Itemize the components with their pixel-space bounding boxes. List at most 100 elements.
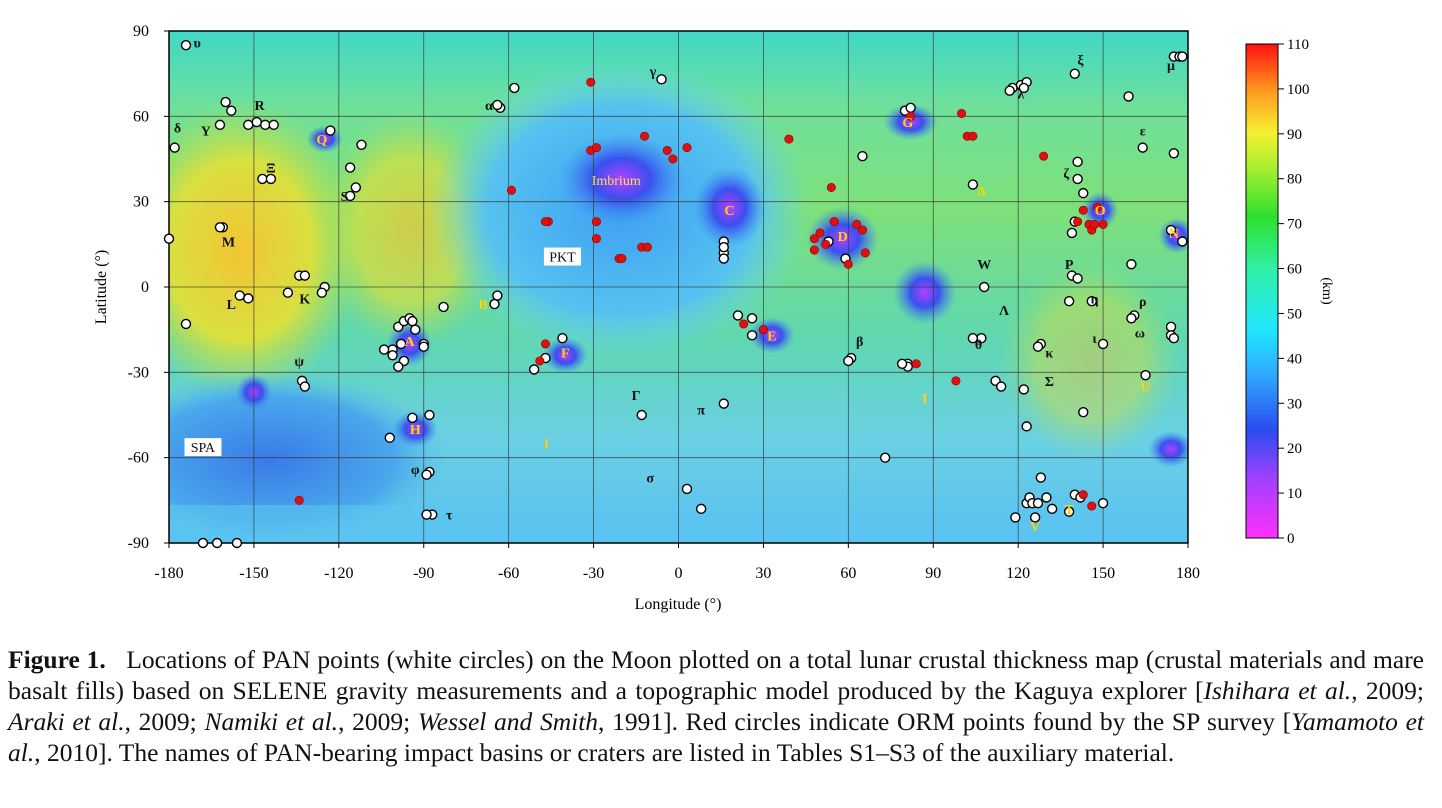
pan-point: [265, 173, 277, 185]
pan-point: [1018, 82, 1030, 94]
x-tick-label: 60: [840, 565, 856, 582]
basin-letter: Q: [316, 133, 327, 148]
orm-point: [809, 245, 819, 255]
pan-point: [226, 105, 237, 116]
basin-letter: γ: [649, 65, 657, 80]
orm-point: [506, 185, 516, 195]
orm-point: [911, 359, 921, 369]
x-tick-label: -60: [498, 565, 519, 582]
caption-text: , 1991]. Red circles indicate ORM points…: [598, 707, 1292, 736]
orm-point: [586, 77, 596, 87]
pan-point: [243, 119, 254, 131]
basin-letter: κ: [1045, 346, 1053, 361]
pan-point: [1140, 369, 1151, 381]
basin-letter: H: [410, 423, 421, 438]
colorbar-tick-label: 50: [1287, 306, 1302, 322]
orm-point: [826, 182, 836, 192]
orm-point: [815, 228, 825, 238]
pan-point: [214, 119, 226, 131]
basin-letter: Y: [201, 125, 211, 140]
caption-text: , 2009;: [338, 707, 418, 736]
basin-letter: λ: [1018, 88, 1025, 103]
caption-text: Locations of PAN points (white circles) …: [8, 645, 1424, 705]
pan-point: [350, 182, 362, 193]
basin-letter: C: [724, 204, 734, 219]
orm-point: [843, 259, 853, 269]
basin-letter: σ: [646, 472, 654, 487]
basin-letter: Γ: [632, 389, 641, 404]
orm-point: [951, 376, 961, 386]
colorbar-unit: (km): [1319, 277, 1334, 305]
pan-point: [656, 74, 667, 85]
pan-point: [220, 96, 231, 108]
basin-letter: η: [1091, 292, 1099, 307]
orm-point: [591, 217, 601, 227]
basin-letter: G: [902, 116, 913, 131]
basin-letter: W: [977, 258, 991, 273]
orm-point: [1090, 219, 1100, 229]
basin-letter: ι: [1092, 332, 1097, 347]
colorbar-tick-label: 60: [1287, 262, 1302, 278]
colorbar-tick-label: 30: [1287, 396, 1302, 412]
pan-point: [718, 398, 729, 409]
orm-point: [906, 111, 916, 121]
pan-point: [1063, 296, 1075, 307]
pan-point: [387, 350, 398, 361]
pan-point: [1137, 142, 1148, 153]
orm-point: [821, 239, 831, 249]
pan-point: [282, 287, 294, 298]
pan-point: [967, 333, 979, 344]
basin-letter: ψ: [294, 355, 304, 370]
pan-point: [231, 537, 243, 549]
orm-point: [1078, 205, 1088, 215]
pan-point: [197, 537, 209, 549]
pan-point: [410, 324, 421, 335]
pan-point: [1072, 173, 1083, 185]
x-tick-label: -30: [583, 565, 604, 582]
orm-point: [1098, 219, 1108, 229]
pan-point: [1029, 512, 1041, 523]
pan-point: [857, 150, 868, 162]
pan-point: [1123, 91, 1134, 102]
pan-point: [299, 381, 311, 392]
pan-point: [1004, 85, 1015, 96]
pan-point: [260, 119, 271, 131]
pan-point: [1086, 296, 1097, 307]
pan-point: [1021, 421, 1032, 432]
colorbar-tick-label: 70: [1287, 217, 1302, 233]
pan-point: [384, 432, 395, 443]
x-tick-label: 180: [1176, 565, 1200, 582]
caption-text: , 2009;: [124, 707, 205, 736]
orm-point: [784, 134, 794, 144]
orm-point: [852, 219, 862, 229]
pan-point: [492, 290, 503, 301]
pan-point: [967, 179, 979, 190]
y-axis-label: Latitude (°): [93, 250, 110, 324]
pan-point: [169, 142, 180, 153]
basin-12: [1148, 430, 1188, 468]
orm-point: [640, 131, 650, 141]
pan-point: [995, 381, 1007, 392]
x-tick-label: -150: [239, 565, 268, 582]
basin-letter: V: [1030, 520, 1040, 535]
caption-citation: Namiki et al.: [204, 707, 339, 736]
pan-point: [393, 361, 404, 372]
orm-point: [540, 339, 550, 349]
region-label-pkt: PKT: [549, 251, 576, 266]
pan-point: [1165, 321, 1177, 333]
orm-point: [540, 217, 550, 227]
orm-point: [617, 254, 627, 264]
pan-point: [1072, 156, 1083, 168]
basin-letter: R: [255, 99, 266, 114]
pan-point: [509, 82, 520, 94]
pan-point: [1046, 503, 1058, 515]
pan-point: [557, 333, 568, 344]
pan-point: [1177, 236, 1188, 247]
orm-point: [1039, 151, 1049, 161]
pan-point: [395, 338, 407, 350]
caption-label: Figure 1.: [8, 645, 106, 674]
figure-caption: Figure 1. Locations of PAN points (white…: [8, 644, 1424, 768]
x-tick-label: 0: [675, 565, 683, 582]
pan-point: [695, 503, 707, 515]
